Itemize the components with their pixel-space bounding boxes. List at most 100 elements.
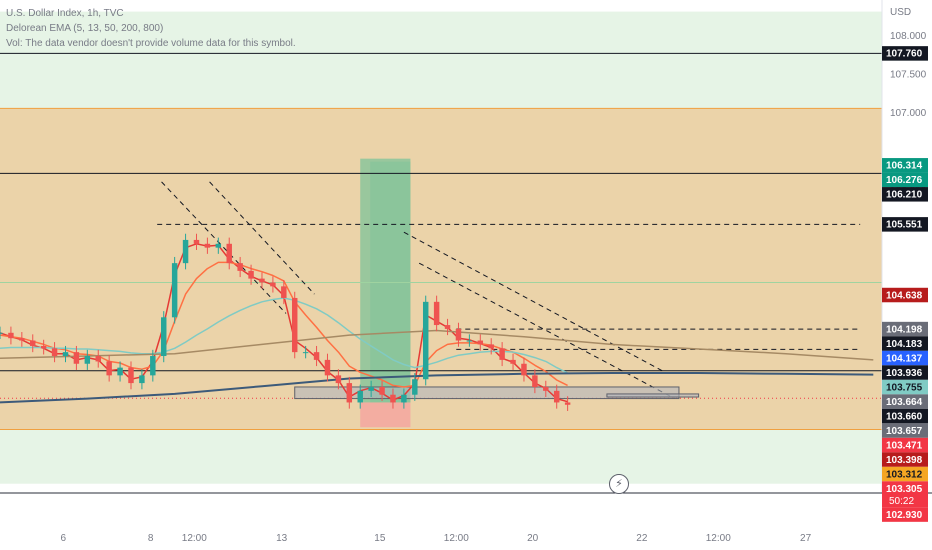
y-tick-label: 108.000	[890, 31, 927, 42]
candle-body	[532, 375, 538, 387]
price-tag: 103.657	[882, 423, 928, 438]
candle-body	[248, 270, 254, 279]
zones-layer	[0, 11, 882, 484]
price-tag-label: 107.760	[886, 49, 923, 60]
candle	[270, 276, 276, 293]
candle-body	[455, 328, 462, 341]
x-tick-label: 27	[800, 533, 812, 544]
candle	[455, 322, 462, 347]
x-tick-label: 12:00	[182, 533, 207, 544]
price-tag-bg	[882, 172, 928, 188]
price-tag-label: 105.551	[886, 220, 923, 231]
price-tag: 106.276	[882, 172, 928, 188]
candle	[346, 376, 353, 409]
candle	[259, 272, 265, 289]
price-tag-bg	[882, 408, 928, 424]
price-tag-label: 103.312	[886, 469, 923, 480]
candle-body	[488, 344, 494, 349]
lightning-icon[interactable]: ⚡	[609, 474, 629, 494]
candle-body	[128, 367, 134, 384]
candle-body	[73, 352, 80, 364]
price-tag: 104.638	[882, 287, 928, 303]
candles-layer	[0, 233, 571, 411]
candle	[215, 237, 222, 254]
candle	[139, 369, 145, 390]
candle-body	[444, 325, 451, 329]
candle-body	[302, 352, 309, 354]
price-tag: 107.760	[882, 46, 928, 61]
candle-body	[499, 348, 505, 360]
candle-body	[95, 356, 101, 362]
x-tick-label: 12:00	[444, 533, 469, 544]
price-tag-label: 104.137	[886, 353, 923, 364]
candle-body	[521, 363, 527, 376]
price-tag-label: 103.398	[886, 455, 923, 466]
candle	[499, 342, 505, 367]
legend-indicator[interactable]: Delorean EMA (5, 13, 50, 200, 800)	[6, 23, 164, 34]
price-tag: 106.210	[882, 187, 928, 202]
price-tag-label: 103.657	[886, 426, 923, 437]
price-tag: 103.471	[882, 437, 928, 453]
price-tag: 103.664	[882, 394, 928, 409]
candle	[248, 264, 254, 285]
candle	[237, 256, 243, 278]
candle-body	[8, 332, 14, 339]
support-boxes-layer	[294, 386, 700, 400]
candle-body	[313, 352, 320, 360]
price-tag-label: 104.198	[886, 324, 923, 335]
x-axis-ticks[interactable]: 6 8 12:00 13 15 12:00 20 22 12:00 27	[61, 533, 812, 544]
candle	[204, 237, 211, 254]
position-stop-zone[interactable]	[360, 402, 411, 428]
candle	[193, 233, 200, 250]
candle-body	[0, 332, 3, 334]
candle-body	[19, 338, 25, 341]
price-tag-label: 103.660	[886, 411, 923, 422]
candle-body	[422, 301, 429, 380]
x-tick-label: 8	[148, 533, 154, 544]
candle-body	[30, 340, 36, 346]
price-tag-bg	[882, 423, 928, 438]
candle-body	[106, 361, 112, 376]
price-tag: 104.137	[882, 350, 928, 366]
price-tag-bg	[882, 379, 928, 395]
candle	[0, 326, 3, 339]
legend-volume: Vol: The data vendor doesn't provide vol…	[6, 38, 296, 49]
price-tag-bg	[882, 287, 928, 303]
candle-body	[226, 243, 232, 264]
price-tag-bg	[882, 217, 928, 232]
candle	[171, 256, 178, 324]
candle-body	[281, 286, 287, 298]
candle	[466, 334, 473, 347]
candle-body	[368, 386, 374, 391]
price-tag-bg	[882, 481, 928, 508]
candle-body	[412, 379, 418, 395]
candle	[84, 349, 91, 370]
candle	[543, 380, 549, 398]
price-tag: 106.314	[882, 158, 928, 173]
candle	[106, 355, 112, 382]
chart-legend: U.S. Dollar Index, 1h, TVC Delorean EMA …	[6, 6, 296, 51]
candle	[30, 334, 36, 353]
x-tick-label: 20	[527, 533, 539, 544]
channels-layer	[161, 181, 675, 400]
candle-body	[433, 301, 440, 326]
candle-body	[215, 243, 222, 248]
price-tag: 104.183	[882, 336, 928, 351]
candle-body	[150, 356, 156, 376]
candle-body	[270, 282, 276, 287]
candle	[182, 233, 189, 270]
x-tick-label: 12:00	[706, 533, 731, 544]
legend-symbol[interactable]: U.S. Dollar Index, 1h, TVC	[6, 8, 124, 19]
candle-body	[346, 383, 353, 403]
price-tag-label: 104.183	[886, 339, 923, 350]
zone-0	[0, 11, 882, 109]
price-tag-label: 102.930	[886, 510, 923, 521]
support-box-0	[294, 386, 680, 400]
candle	[313, 345, 320, 367]
price-countdown: 50:22	[889, 496, 914, 507]
candle	[335, 369, 342, 390]
candle-body	[139, 375, 145, 384]
